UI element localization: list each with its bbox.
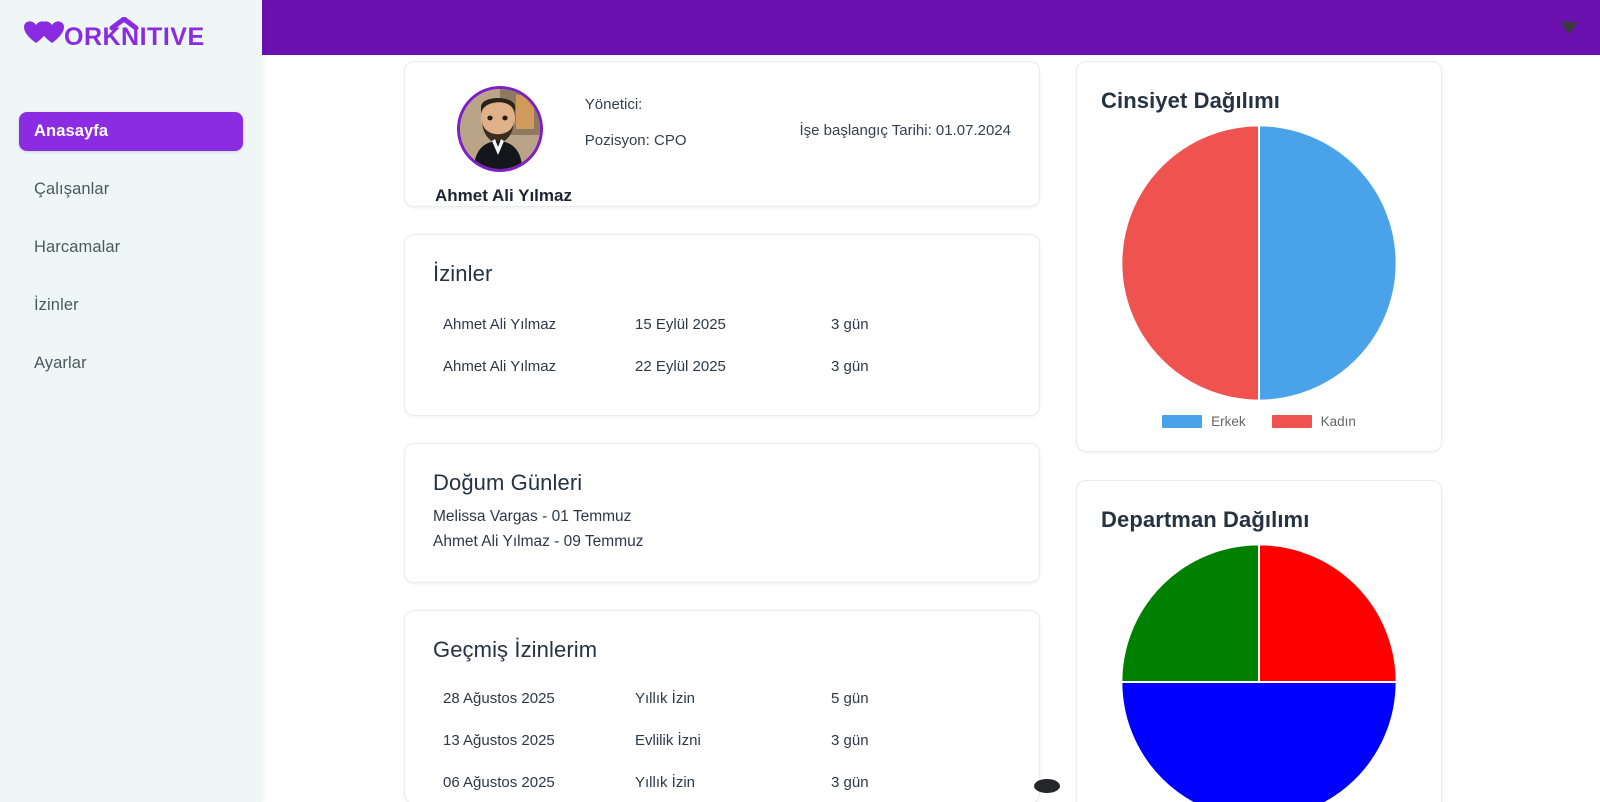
gender-chart-card: Cinsiyet Dağılımı Erkek Kadın — [1076, 61, 1442, 452]
table-row[interactable]: 28 Ağustos 2025 Yıllık İzin 5 gün — [433, 677, 1011, 719]
chevron-down-icon[interactable] — [1560, 21, 1578, 34]
list-item: Melissa Vargas - 01 Temmuz — [433, 508, 632, 525]
legend-swatch-icon — [1271, 415, 1312, 428]
legend-item-kadin: Kadın — [1271, 414, 1356, 429]
profile-position: Pozisyon: CPO — [584, 132, 687, 149]
topbar — [262, 0, 1600, 55]
leave-type: Yıllık İzin — [635, 689, 696, 707]
izin-name: Ahmet Ali Yılmaz — [443, 357, 557, 375]
leave-date: 28 Ağustos 2025 — [443, 689, 555, 707]
izin-duration: 3 gün — [831, 315, 869, 333]
profile-meta: Yönetici: Pozisyon: CPO — [585, 86, 800, 206]
sidebar-item-label: Çalışanlar — [34, 180, 110, 198]
leave-duration: 5 gün — [831, 689, 869, 707]
leave-date: 13 Ağustos 2025 — [443, 731, 555, 749]
sidebar-nav: Anasayfa Çalışanlar Harcamalar İzinler A… — [0, 112, 262, 402]
right-column: Cinsiyet Dağılımı Erkek Kadın — [1076, 58, 1442, 802]
izin-duration: 3 gün — [831, 357, 869, 375]
sidebar-item-ayarlar[interactable]: Ayarlar — [19, 344, 243, 383]
leave-type: Evlilik İzni — [635, 731, 701, 749]
sidebar-item-label: Anasayfa — [34, 122, 109, 140]
sidebar-item-izinler[interactable]: İzinler — [19, 286, 243, 325]
birthdays-title: Doğum Günleri — [433, 470, 583, 495]
avatar — [457, 86, 543, 172]
gender-pie-chart — [1101, 124, 1417, 402]
birthdays-card: Doğum Günleri Melissa Vargas - 01 Temmuz… — [404, 443, 1040, 583]
profile-start-date: İşe başlangıç Tarihi: 01.07.2024 — [799, 122, 1011, 139]
leave-type: Yıllık İzin — [635, 773, 696, 791]
past-leaves-title: Geçmiş İzinlerim — [433, 637, 598, 662]
sidebar-item-anasayfa[interactable]: Anasayfa — [19, 112, 243, 151]
sidebar-item-calisanlar[interactable]: Çalışanlar — [19, 170, 243, 209]
avatar-block: Ahmet Ali Yılmaz — [433, 86, 585, 206]
sidebar: ORKNITIVE Anasayfa Çalışanlar Harcamalar… — [0, 0, 262, 802]
table-row[interactable]: Ahmet Ali Yılmaz 22 Eylül 2025 3 gün — [433, 345, 1011, 387]
izin-name: Ahmet Ali Yılmaz — [443, 315, 557, 333]
gender-chart-legend: Erkek Kadın — [1101, 414, 1417, 429]
sidebar-item-harcamalar[interactable]: Harcamalar — [19, 228, 243, 267]
department-pie-chart — [1101, 543, 1417, 802]
sidebar-item-label: İzinler — [34, 296, 79, 314]
list-item: Ahmet Ali Yılmaz - 09 Temmuz — [433, 533, 644, 550]
department-chart-title: Departman Dağılımı — [1101, 507, 1310, 532]
legend-item-erkek: Erkek — [1162, 414, 1246, 429]
department-chart-card: Departman Dağılımı — [1076, 480, 1442, 802]
past-leaves-card: Geçmiş İzinlerim 28 Ağustos 2025 Yıllık … — [404, 610, 1040, 802]
legend-swatch-icon — [1162, 415, 1203, 428]
legend-label: Kadın — [1320, 414, 1356, 429]
worknitive-logo-icon: ORKNITIVE — [20, 17, 216, 59]
svg-text:ORKNITIVE: ORKNITIVE — [64, 23, 205, 51]
izin-date: 15 Eylül 2025 — [635, 315, 726, 333]
izinler-card: İzinler Ahmet Ali Yılmaz 15 Eylül 2025 3… — [404, 234, 1040, 416]
izinler-title: İzinler — [433, 261, 493, 286]
profile-card: Ahmet Ali Yılmaz Yönetici: Pozisyon: CPO… — [404, 61, 1040, 207]
left-column: Ahmet Ali Yılmaz Yönetici: Pozisyon: CPO… — [404, 58, 1040, 802]
legend-label: Erkek — [1211, 414, 1246, 429]
izin-date: 22 Eylül 2025 — [635, 357, 726, 375]
table-row[interactable]: 13 Ağustos 2025 Evlilik İzni 3 gün — [433, 719, 1011, 761]
leave-duration: 3 gün — [831, 773, 869, 791]
profile-name: Ahmet Ali Yılmaz — [435, 186, 572, 205]
leave-duration: 3 gün — [831, 731, 869, 749]
leave-date: 06 Ağustos 2025 — [443, 773, 555, 791]
brand-logo[interactable]: ORKNITIVE — [0, 0, 262, 64]
table-row[interactable]: Ahmet Ali Yılmaz 15 Eylül 2025 3 gün — [433, 303, 1011, 345]
table-row[interactable]: 06 Ağustos 2025 Yıllık İzin 3 gün — [433, 761, 1011, 802]
sidebar-item-label: Ayarlar — [34, 354, 87, 372]
profile-manager: Yönetici: — [584, 96, 643, 113]
gender-chart-title: Cinsiyet Dağılımı — [1101, 88, 1280, 113]
dashboard-content: Ahmet Ali Yılmaz Yönetici: Pozisyon: CPO… — [262, 55, 1600, 802]
main-area: Ahmet Ali Yılmaz Yönetici: Pozisyon: CPO… — [262, 0, 1600, 802]
sidebar-item-label: Harcamalar — [34, 238, 121, 256]
